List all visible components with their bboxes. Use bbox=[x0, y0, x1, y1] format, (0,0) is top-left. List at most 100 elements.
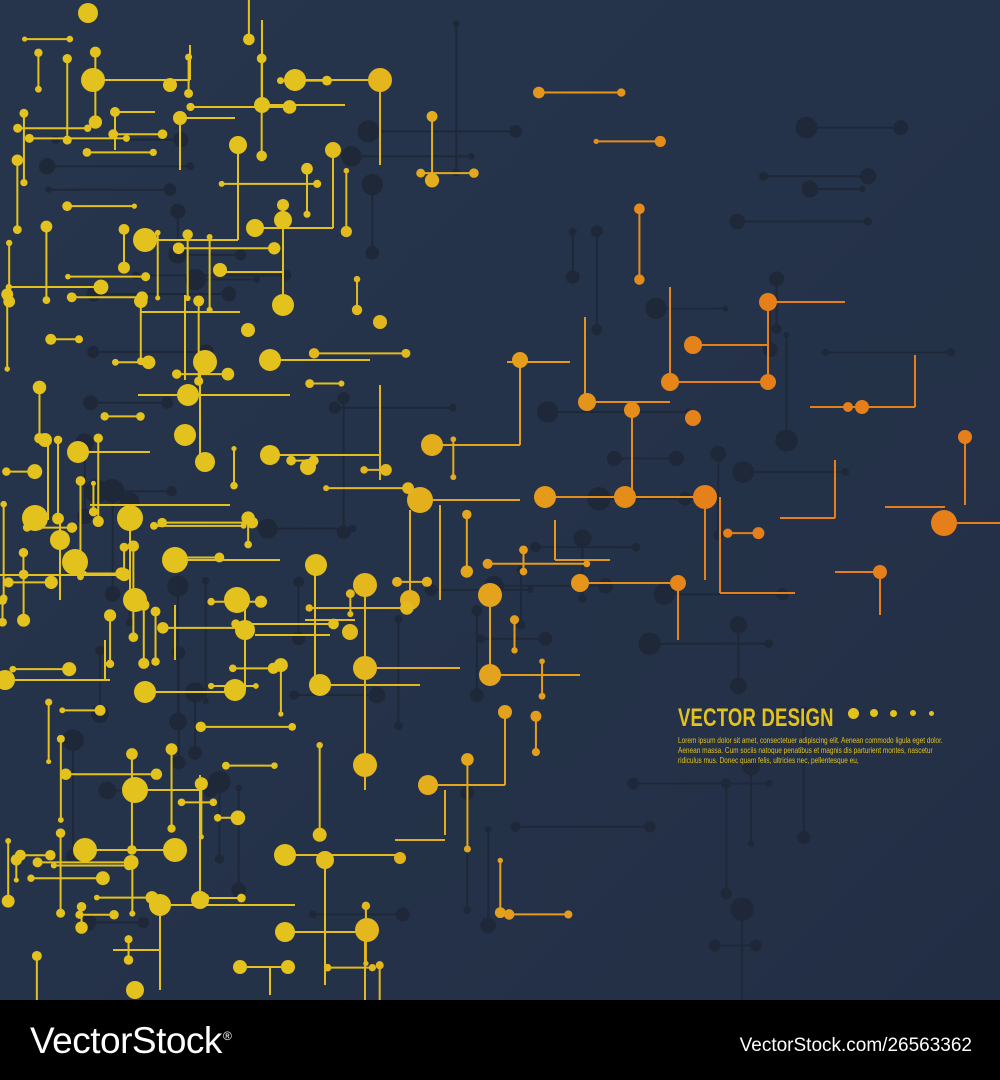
atom-node bbox=[62, 135, 72, 145]
atom-node bbox=[654, 135, 666, 147]
atom-node bbox=[729, 213, 745, 230]
atom-node bbox=[730, 677, 747, 695]
atom-node bbox=[710, 445, 727, 462]
atom-node bbox=[88, 507, 98, 517]
atom-node bbox=[289, 690, 299, 700]
atom-node bbox=[214, 854, 224, 864]
atom-node bbox=[45, 186, 52, 193]
atom-node bbox=[141, 272, 151, 282]
atom-node bbox=[170, 203, 186, 219]
atom-node bbox=[150, 768, 163, 780]
atom-node bbox=[394, 852, 406, 864]
atom-node bbox=[66, 292, 77, 303]
atom-node bbox=[291, 631, 306, 646]
atom-node bbox=[253, 276, 261, 283]
atom-node bbox=[13, 877, 19, 883]
atom-node bbox=[624, 402, 640, 418]
atom-node bbox=[105, 659, 115, 669]
atom-node bbox=[65, 273, 71, 280]
atom-node bbox=[759, 293, 777, 311]
atom-node bbox=[235, 784, 242, 792]
molecular-network-graphic bbox=[0, 0, 1000, 1000]
atom-node bbox=[644, 821, 656, 833]
atom-node bbox=[165, 743, 178, 756]
atom-node bbox=[136, 412, 145, 421]
atom-node bbox=[161, 396, 174, 409]
atom-node bbox=[126, 981, 144, 999]
atom-node bbox=[73, 838, 97, 862]
atom-node bbox=[305, 554, 327, 576]
atom-node bbox=[494, 907, 506, 919]
atom-node bbox=[361, 901, 371, 911]
atom-node bbox=[207, 682, 215, 690]
atom-node bbox=[193, 350, 217, 374]
atom-node bbox=[17, 613, 31, 627]
atom-node bbox=[46, 759, 52, 765]
atom-node bbox=[357, 120, 380, 143]
atom-node bbox=[760, 374, 776, 390]
atom-node bbox=[375, 961, 384, 970]
atom-node bbox=[108, 129, 119, 140]
atom-node bbox=[194, 376, 204, 386]
atom-node bbox=[590, 225, 603, 238]
atom-node bbox=[94, 704, 106, 716]
atom-node bbox=[184, 88, 194, 98]
atom-node bbox=[93, 894, 100, 901]
atom-node bbox=[407, 487, 433, 513]
atom-node bbox=[138, 657, 150, 669]
atom-node bbox=[0, 670, 15, 690]
atom-node bbox=[485, 826, 492, 833]
atom-node bbox=[110, 107, 120, 117]
atom-node bbox=[379, 463, 392, 476]
artwork-canvas: VECTOR DESIGN Lorem ipsum dolor sit amet… bbox=[0, 0, 1000, 1000]
atom-node bbox=[685, 410, 701, 426]
atom-node bbox=[365, 245, 380, 260]
headline: VECTOR DESIGN bbox=[678, 704, 834, 732]
atom-node bbox=[479, 664, 501, 686]
atom-node bbox=[313, 179, 322, 188]
atom-node bbox=[509, 124, 523, 138]
atom-node bbox=[749, 939, 762, 952]
atom-node bbox=[497, 857, 504, 864]
atom-node bbox=[62, 729, 84, 751]
atom-node bbox=[56, 908, 66, 918]
atom-node bbox=[184, 295, 191, 302]
atom-node bbox=[341, 146, 362, 167]
atom-node bbox=[62, 662, 77, 677]
atom-node bbox=[256, 53, 267, 64]
atom-node bbox=[305, 604, 313, 612]
atom-node bbox=[208, 770, 231, 794]
atom-node bbox=[478, 583, 502, 607]
atom-node bbox=[328, 618, 339, 630]
atom-node bbox=[858, 185, 866, 193]
atom-node bbox=[512, 352, 528, 368]
atom-node bbox=[527, 586, 534, 594]
atom-node bbox=[530, 541, 541, 553]
atom-node bbox=[860, 168, 877, 185]
atom-node bbox=[157, 622, 169, 634]
atom-node bbox=[145, 891, 159, 905]
atom-node bbox=[539, 658, 545, 665]
atom-node bbox=[801, 180, 819, 198]
atom-node bbox=[723, 528, 733, 538]
atom-node bbox=[421, 576, 433, 587]
atom-node bbox=[126, 748, 138, 760]
atom-node bbox=[855, 400, 869, 414]
atom-node bbox=[316, 851, 334, 869]
atom-node bbox=[87, 345, 100, 359]
atom-node bbox=[6, 239, 13, 247]
background-network bbox=[38, 20, 956, 1000]
atom-node bbox=[67, 441, 89, 463]
atom-node bbox=[394, 721, 403, 730]
atom-node bbox=[173, 111, 187, 125]
atom-node bbox=[353, 573, 377, 597]
atom-node bbox=[32, 380, 47, 395]
atom-node bbox=[759, 171, 769, 181]
atom-node bbox=[221, 761, 230, 770]
atom-node bbox=[795, 116, 818, 139]
atom-node bbox=[50, 530, 70, 550]
atom-node bbox=[186, 162, 195, 171]
atom-node bbox=[243, 33, 255, 46]
atom-node bbox=[342, 624, 358, 640]
atom-node bbox=[482, 558, 493, 569]
